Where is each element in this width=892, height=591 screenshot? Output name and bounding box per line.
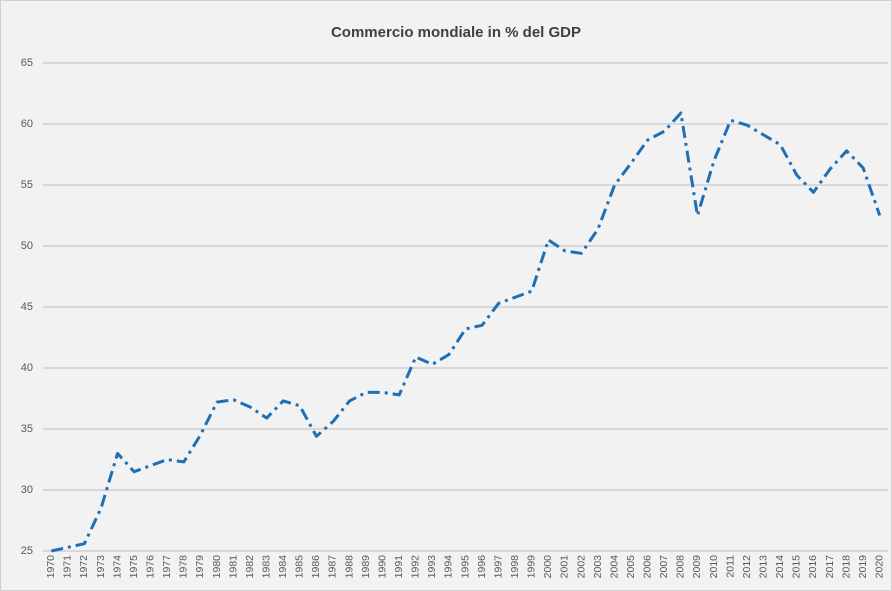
x-tick-label: 1970 <box>45 555 57 579</box>
x-tick-label: 1993 <box>426 555 438 579</box>
x-tick-label: 1994 <box>443 555 455 579</box>
x-tick-label: 1991 <box>393 555 405 579</box>
x-tick-label: 1983 <box>260 555 272 579</box>
y-tick-label: 30 <box>21 484 33 496</box>
chart-title: Commercio mondiale in % del GDP <box>331 24 581 41</box>
x-tick-label: 2008 <box>675 555 687 579</box>
x-tick-label: 1989 <box>360 555 372 579</box>
y-tick-label: 40 <box>21 362 33 374</box>
x-tick-label: 1975 <box>128 555 140 579</box>
data-line <box>50 111 882 553</box>
x-tick-label: 1988 <box>343 555 355 579</box>
x-tick-label: 2020 <box>873 555 885 579</box>
x-tick-label: 2002 <box>575 555 587 579</box>
x-tick-label: 1995 <box>459 555 471 579</box>
x-tick-label: 1997 <box>492 555 504 579</box>
x-tick-label: 2010 <box>708 555 720 579</box>
x-tick-label: 1985 <box>294 555 306 579</box>
x-tick-label: 2006 <box>642 555 654 579</box>
x-tick-label: 1990 <box>376 555 388 579</box>
x-tick-label: 1999 <box>526 555 538 579</box>
y-tick-label: 35 <box>21 423 33 435</box>
x-tick-label: 2005 <box>625 555 637 579</box>
x-tick-label: 2004 <box>608 555 620 579</box>
y-tick-label: 45 <box>21 301 33 313</box>
x-tick-label: 1977 <box>161 555 173 579</box>
x-tick-label: 1986 <box>310 555 322 579</box>
x-tick-label: 2003 <box>592 555 604 579</box>
x-tick-label: 1979 <box>194 555 206 579</box>
y-tick-label: 55 <box>21 179 33 191</box>
x-tick-label: 1998 <box>509 555 521 579</box>
x-tick-label: 2014 <box>774 555 786 579</box>
x-tick-label: 2007 <box>658 555 670 579</box>
x-tick-label: 2001 <box>559 555 571 579</box>
x-tick-label: 2013 <box>758 555 770 579</box>
x-tick-label: 1973 <box>95 555 107 579</box>
x-tick-label: 1992 <box>410 555 422 579</box>
x-tick-label: 1978 <box>178 555 190 579</box>
x-tick-label: 2018 <box>840 555 852 579</box>
y-tick-label: 65 <box>21 57 33 69</box>
x-tick-label: 1981 <box>227 555 239 579</box>
x-tick-label: 1974 <box>111 555 123 579</box>
y-tick-label: 25 <box>21 545 33 557</box>
y-tick-label: 60 <box>21 118 33 130</box>
x-tick-label: 2011 <box>724 555 736 578</box>
x-tick-label: 1971 <box>62 555 74 579</box>
x-tick-label: 1984 <box>277 555 289 579</box>
x-tick-label: 2016 <box>807 555 819 579</box>
x-tick-label: 1996 <box>476 555 488 579</box>
x-tick-label: 2012 <box>741 555 753 579</box>
x-tick-label: 1982 <box>244 555 256 579</box>
x-tick-label: 2019 <box>857 555 869 579</box>
x-tick-label: 2015 <box>791 555 803 579</box>
x-tick-label: 1987 <box>327 555 339 579</box>
x-tick-label: 2017 <box>824 555 836 579</box>
y-tick-label: 50 <box>21 240 33 252</box>
x-tick-label: 1976 <box>144 555 156 579</box>
x-tick-label: 2000 <box>542 555 554 579</box>
x-tick-label: 1972 <box>78 555 90 579</box>
x-tick-label: 2009 <box>691 555 703 579</box>
x-tick-label: 1980 <box>211 555 223 579</box>
